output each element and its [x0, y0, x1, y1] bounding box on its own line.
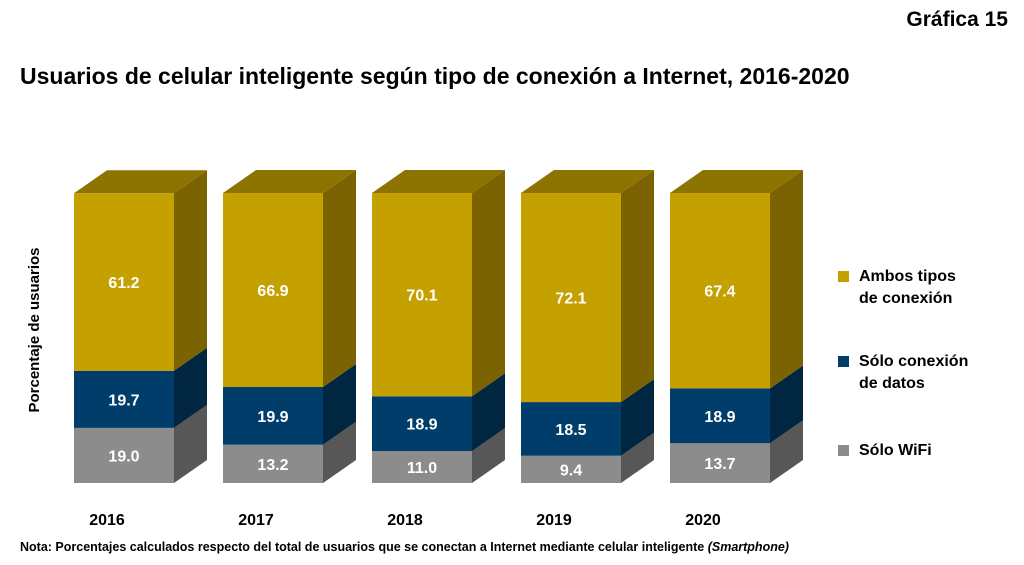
bar-top-ambos-2017	[223, 170, 356, 193]
x-tick-label-2020: 2020	[685, 512, 721, 529]
bar-wifi-2019	[521, 455, 621, 483]
data-label-wifi-2016: 19.0	[108, 448, 139, 465]
bar-ambos-2019	[521, 193, 621, 403]
x-tick-label-2018: 2018	[387, 512, 423, 529]
bar-datos-2016	[74, 370, 174, 428]
data-label-datos-2020: 18.9	[704, 409, 735, 426]
bar-ambos-2016	[74, 193, 174, 371]
x-tick-label-2016: 2016	[89, 512, 125, 529]
data-label-datos-2019: 18.5	[555, 422, 586, 439]
figure-number: Gráfica 15	[906, 8, 1008, 31]
bar-side-wifi-2020	[770, 420, 803, 483]
bar-wifi-2016	[74, 427, 174, 483]
x-tick-label-2019: 2019	[536, 512, 572, 529]
bar-side-ambos-2016	[174, 170, 207, 371]
data-label-ambos-2018: 70.1	[406, 288, 437, 305]
bar-side-wifi-2018	[472, 428, 505, 483]
legend-swatch-wifi	[838, 445, 849, 456]
x-tick-label-2017: 2017	[238, 512, 274, 529]
y-axis-label: Porcentaje de usuarios	[26, 247, 43, 412]
legend-item-ambos: Ambos tipos de conexión	[838, 266, 1009, 310]
bar-ambos-2020	[670, 193, 770, 389]
footnote-italic: (Smartphone)	[707, 540, 789, 554]
legend-swatch-ambos	[838, 271, 849, 282]
data-label-wifi-2017: 13.2	[257, 457, 288, 474]
bar-top-ambos-2016	[74, 170, 207, 194]
data-label-ambos-2019: 72.1	[555, 291, 586, 308]
data-label-wifi-2019: 9.4	[560, 462, 582, 479]
chart-title: Usuarios de celular inteligente según ti…	[20, 63, 850, 89]
bar-ambos-2017	[223, 193, 323, 388]
data-label-datos-2016: 19.7	[108, 392, 139, 409]
bar-datos-2017	[223, 387, 323, 445]
bar-side-ambos-2018	[472, 170, 505, 397]
bar-ambos-2018	[372, 193, 472, 397]
bar-datos-2020	[670, 388, 770, 444]
legend-swatch-datos	[838, 356, 849, 367]
bar-wifi-2018	[372, 451, 472, 483]
data-label-ambos-2020: 67.4	[704, 284, 735, 301]
data-label-ambos-2016: 61.2	[108, 275, 139, 292]
bar-wifi-2020	[670, 443, 770, 483]
bar-side-datos-2018	[472, 373, 505, 452]
data-label-ambos-2017: 66.9	[257, 283, 288, 300]
bar-wifi-2017	[223, 444, 323, 483]
legend-item-datos: Sólo conexión de datos	[838, 351, 1009, 395]
bar-side-wifi-2019	[621, 432, 654, 483]
bar-side-datos-2020	[770, 365, 803, 444]
bar-top-ambos-2018	[372, 170, 505, 193]
bar-side-datos-2017	[323, 364, 356, 445]
data-label-wifi-2018: 11.0	[407, 460, 437, 477]
bar-side-ambos-2020	[770, 170, 803, 389]
data-label-datos-2017: 19.9	[257, 409, 288, 426]
legend-label-wifi: Sólo WiFi	[859, 442, 932, 459]
bar-datos-2018	[372, 396, 472, 452]
bar-side-wifi-2016	[174, 404, 207, 483]
footnote: Nota: Porcentajes calculados respecto de…	[20, 540, 789, 554]
bar-top-ambos-2020	[670, 170, 803, 193]
bar-datos-2019	[521, 402, 621, 456]
bar-side-datos-2016	[174, 347, 207, 428]
bar-top-ambos-2019	[521, 170, 654, 193]
bar-side-datos-2019	[621, 379, 654, 456]
data-label-wifi-2020: 13.7	[704, 456, 735, 473]
bar-side-ambos-2017	[323, 170, 356, 388]
legend-label-ambos: Ambos tipos de conexión	[859, 268, 956, 307]
legend-label-datos: Sólo conexión de datos	[859, 353, 969, 392]
bar-side-wifi-2017	[323, 421, 356, 483]
data-label-datos-2018: 18.9	[406, 417, 437, 434]
bar-side-ambos-2019	[621, 170, 654, 403]
legend-item-wifi: Sólo WiFi	[838, 440, 1009, 462]
